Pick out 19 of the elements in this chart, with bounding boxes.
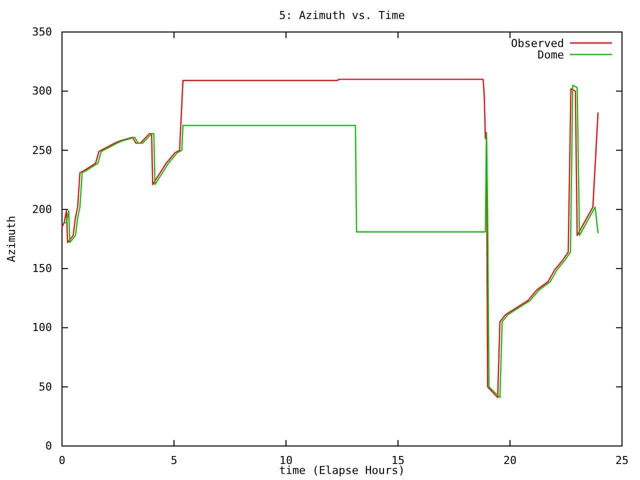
x-tick-label: 5 — [170, 454, 178, 467]
y-tick-label: 200 — [32, 202, 52, 216]
y-tick-label: 50 — [38, 380, 52, 394]
x-tick-label: 0 — [58, 454, 66, 467]
y-tick-label: 150 — [32, 262, 52, 276]
legend-label: Observed — [511, 37, 564, 50]
y-axis-title: Azimuth — [5, 216, 18, 262]
x-tick-label: 20 — [503, 454, 517, 467]
y-tick-label: 350 — [32, 26, 52, 39]
chart-title: 5: Azimuth vs. Time — [279, 9, 405, 22]
x-axis-title: time (Elapse Hours) — [279, 464, 405, 477]
y-tick-label: 300 — [32, 84, 52, 98]
x-tick-label: 25 — [615, 454, 629, 467]
y-tick-label: 0 — [45, 440, 52, 453]
x-tick-label: 15 — [391, 454, 405, 467]
x-tick-label: 10 — [279, 454, 293, 467]
legend-label: Dome — [538, 48, 564, 62]
y-tick-label: 250 — [32, 144, 52, 157]
y-tick-label: 100 — [32, 321, 52, 334]
